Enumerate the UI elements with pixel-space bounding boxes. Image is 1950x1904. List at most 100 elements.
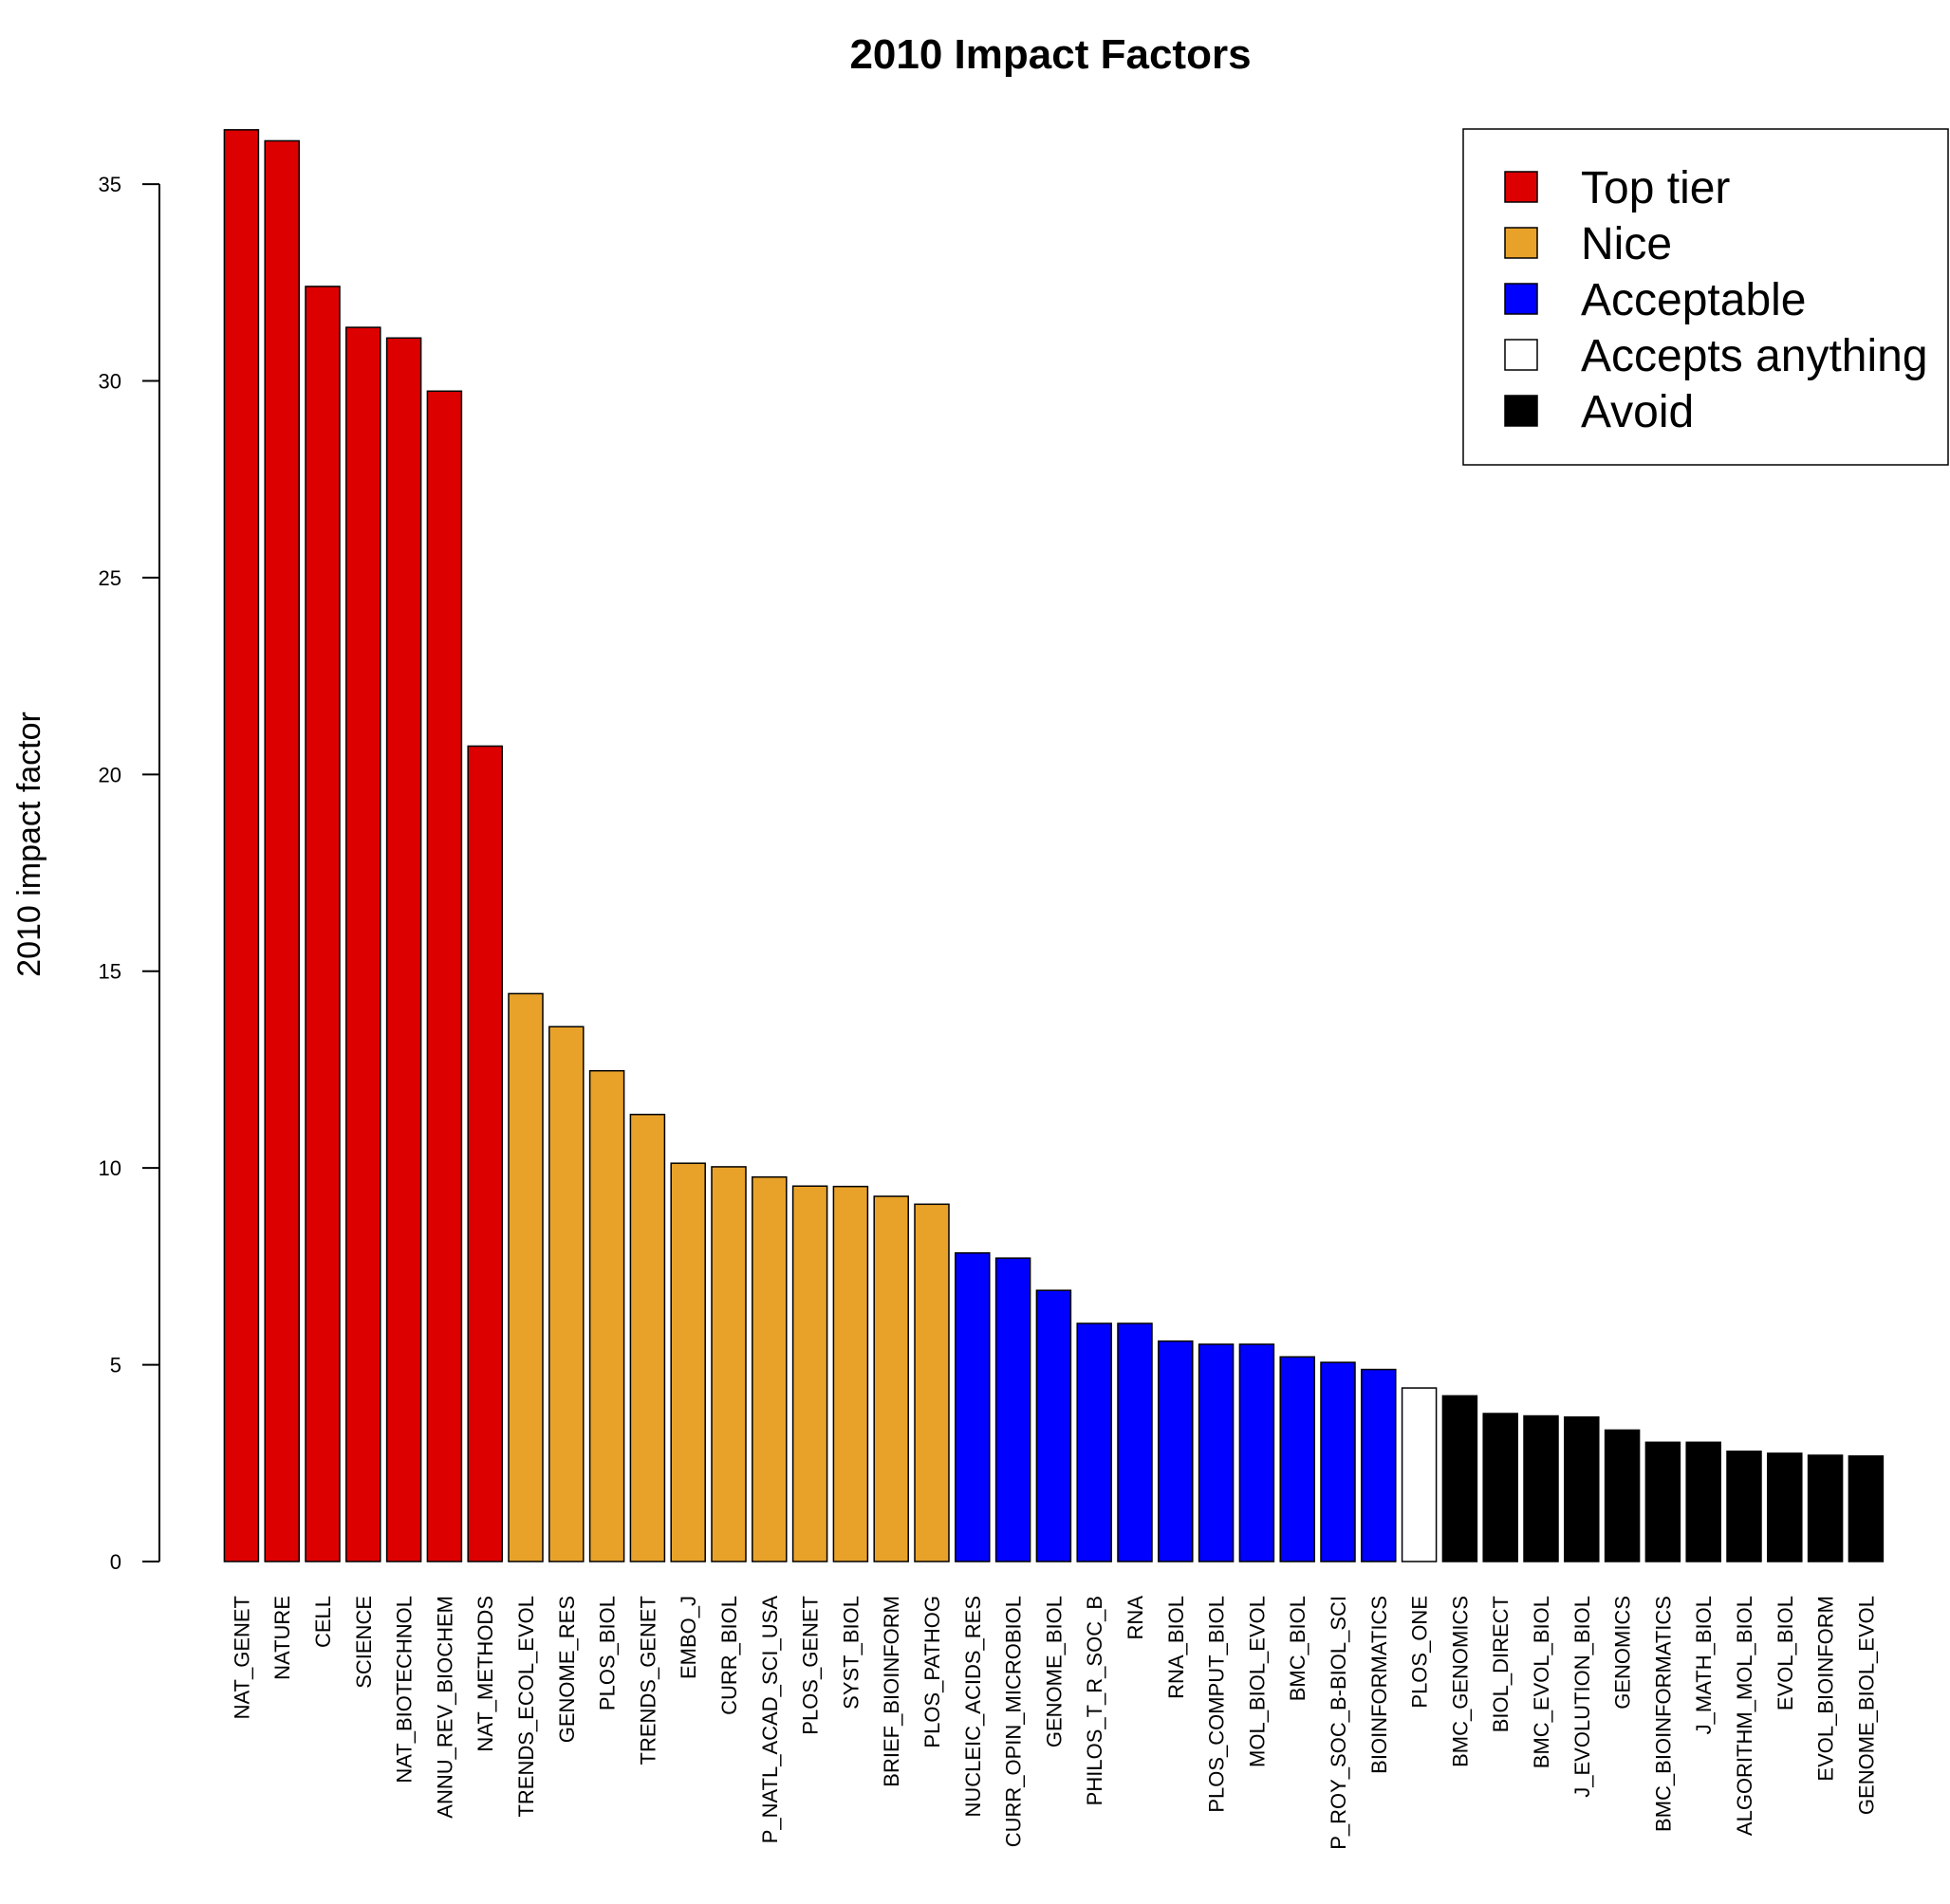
bar (1401, 1387, 1438, 1562)
bar (832, 1185, 869, 1562)
x-tick-label: GENOME_RES (555, 1596, 579, 1743)
bar (1238, 1343, 1275, 1562)
bar (1441, 1395, 1478, 1562)
legend-label: Accepts anything (1581, 331, 1928, 381)
bar (629, 1113, 666, 1562)
bar (711, 1166, 747, 1562)
x-tick-label: GENOME_BIOL (1042, 1596, 1066, 1747)
bar (588, 1069, 625, 1562)
bar (1158, 1340, 1194, 1562)
x-tick-label: J_EVOLUTION_BIOL (1570, 1596, 1594, 1798)
bar (1279, 1356, 1315, 1562)
x-tick-label: BMC_BIOINFORMATICS (1651, 1596, 1675, 1832)
bar (1523, 1414, 1559, 1562)
x-tick-label: J_MATH_BIOL (1692, 1596, 1716, 1734)
x-tick-label: MOL_BIOL_EVOL (1245, 1596, 1269, 1767)
y-tick-label: 35 (99, 173, 121, 196)
bar (467, 745, 503, 1562)
legend: Top tier Nice Acceptable Accepts anything Av… (1462, 128, 1949, 466)
bar (223, 129, 260, 1562)
chart-title: 2010 Impact Factors (849, 31, 1251, 78)
x-tick-label: PLOS_GENET (799, 1596, 823, 1735)
bar (1726, 1451, 1762, 1562)
y-tick-label: 15 (99, 960, 121, 984)
x-tick-label: PLOS_PATHOG (920, 1596, 944, 1748)
x-tick-label: PLOS_ONE (1408, 1596, 1432, 1709)
legend-swatch (1504, 227, 1538, 259)
bar (264, 139, 300, 1562)
bar (426, 390, 463, 1562)
bar (752, 1175, 788, 1562)
x-tick-label: BMC_GENOMICS (1448, 1596, 1472, 1767)
x-tick-label: BIOINFORMATICS (1367, 1596, 1391, 1774)
legend-swatch (1504, 283, 1538, 315)
x-tick-label: BRIEF_BIOINFORM (880, 1596, 903, 1787)
bar (1035, 1289, 1072, 1562)
bar (1564, 1416, 1600, 1562)
x-tick-label: NAT_METHODS (474, 1596, 497, 1752)
y-axis-label: 2010 impact factor (11, 712, 47, 977)
bar (994, 1257, 1031, 1562)
x-tick-label: SCIENCE (352, 1596, 376, 1689)
bar (1604, 1429, 1641, 1562)
legend-label: Avoid (1581, 387, 1694, 437)
bar (1685, 1441, 1721, 1562)
x-tick-label: ALGORITHM_MOL_BIOL (1733, 1596, 1756, 1836)
bar (1117, 1322, 1153, 1562)
x-tick-label: NATURE (270, 1596, 294, 1680)
y-axis: 0 5 10 15 20 25 30 35 (99, 173, 160, 1574)
bar (305, 286, 341, 1562)
x-tick-label: PLOS_BIOL (596, 1596, 620, 1710)
bar (548, 1026, 585, 1562)
y-tick-label: 10 (99, 1156, 121, 1180)
x-tick-label: P_NATL_ACAD_SCI_USA (758, 1596, 782, 1844)
x-tick-label: EVOL_BIOL (1774, 1596, 1797, 1710)
bar (1807, 1454, 1844, 1562)
bar (1482, 1413, 1518, 1562)
x-tick-label: RNA (1124, 1596, 1147, 1640)
x-tick-label: EMBO_J (677, 1596, 700, 1679)
bar (873, 1195, 909, 1562)
bar (1320, 1361, 1356, 1562)
x-tick-label: TRENDS_ECOL_EVOL (514, 1596, 538, 1818)
x-tick-label: GENOME_BIOL_EVOL (1854, 1596, 1878, 1815)
x-tick-label: NAT_BIOTECHNOL (393, 1596, 417, 1784)
legend-swatch (1504, 395, 1538, 427)
x-tick-label: CELL (311, 1596, 335, 1648)
x-tick-label: BIOL_DIRECT (1489, 1596, 1513, 1732)
bar (1848, 1455, 1885, 1562)
y-tick-label: 25 (99, 566, 121, 590)
x-tick-label: PLOS_COMPUT_BIOL (1205, 1596, 1229, 1813)
bar (1198, 1343, 1235, 1562)
y-tick-label: 30 (99, 369, 121, 393)
y-tick-label: 0 (110, 1550, 121, 1574)
x-tick-label: NAT_GENET (230, 1596, 253, 1719)
y-tick-label: 5 (110, 1354, 121, 1377)
x-tick-label: RNA_BIOL (1164, 1596, 1188, 1699)
legend-swatch (1504, 339, 1538, 371)
x-tick-label: CURR_OPIN_MICROBIOL (1002, 1596, 1026, 1847)
legend-box (1462, 128, 1949, 466)
x-tick-label: P_ROY_SOC_B-BIOL_SCI (1327, 1596, 1350, 1850)
x-tick-label: SYST_BIOL (839, 1596, 863, 1710)
bar (670, 1162, 706, 1562)
x-tick-labels: NAT_GENET NATURE CELL SCIENCE NAT_BIOTECHNOL… (230, 1596, 1878, 1850)
x-tick-label: NUCLEIC_ACIDS_RES (961, 1596, 985, 1818)
x-tick-label: TRENDS_GENET (636, 1596, 659, 1765)
bar (345, 326, 381, 1562)
bar (1644, 1441, 1681, 1562)
bar (1361, 1368, 1397, 1562)
bar (385, 337, 422, 1562)
bar (791, 1185, 828, 1562)
legend-label: Nice (1581, 219, 1672, 269)
legend-label: Acceptable (1581, 275, 1807, 325)
x-tick-label: EVOL_BIOINFORM (1814, 1596, 1838, 1782)
x-tick-label: BMC_EVOL_BIOL (1530, 1596, 1553, 1768)
legend-swatch (1504, 171, 1538, 203)
x-tick-label: PHILOS_T_R_SOC_B (1083, 1596, 1106, 1805)
x-tick-label: GENOMICS (1611, 1596, 1635, 1710)
bar (914, 1203, 950, 1562)
x-tick-label: ANNU_REV_BIOCHEM (433, 1596, 456, 1819)
